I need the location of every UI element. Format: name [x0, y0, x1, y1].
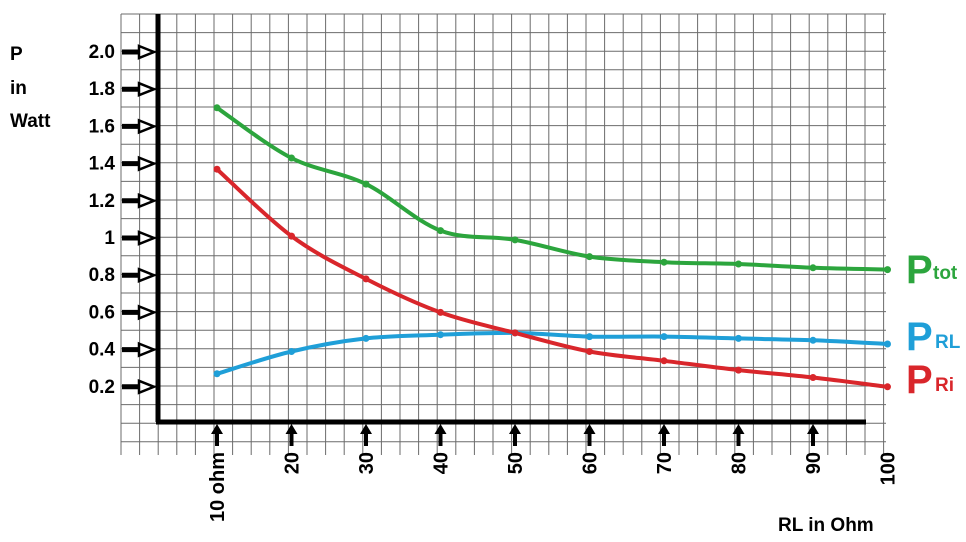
x-tick-label: 60 [580, 452, 602, 474]
x-tick-label: 50 [505, 452, 527, 474]
series-lines [213, 104, 891, 391]
x-tick-label: 80 [729, 452, 751, 474]
y-tick-arrow-head [137, 118, 158, 135]
x-tick-label: 20 [282, 452, 304, 474]
y-axis-title-line1: P [10, 44, 23, 65]
x-tick-label: 40 [431, 452, 453, 474]
data-point-prl [362, 334, 370, 342]
y-tick-label: 0.4 [89, 340, 116, 361]
legend-ptot-symbol: P [906, 248, 933, 292]
legend-entry-pri: P Ri [906, 358, 954, 402]
x-tick-label: 30 [356, 452, 378, 474]
data-point-ptot [586, 253, 593, 261]
data-point-prl [586, 333, 593, 341]
x-tick-arrow-head [732, 424, 745, 434]
y-tick-arrow-head [137, 230, 158, 246]
legend-prl-subscript: RL [935, 332, 961, 353]
series-line-ptot [215, 105, 890, 272]
x-tick-label: 70 [654, 452, 676, 474]
legend-entry-ptot: P tot [906, 248, 958, 292]
data-point-prl [884, 340, 891, 348]
x-tick-label: 10 ohm [207, 452, 229, 522]
data-point-ptot [660, 258, 668, 266]
data-point-ptot [884, 266, 891, 274]
y-tick-label: 0.6 [89, 302, 115, 323]
legend-pri-symbol: P [906, 358, 933, 402]
legend-ptot-subscript: tot [933, 263, 958, 284]
grid [120, 13, 886, 455]
data-point-pri [809, 374, 817, 381]
data-point-pri [735, 366, 742, 374]
y-axis-title-line2: in [10, 78, 27, 99]
y-tick-arrow-head [137, 44, 158, 60]
y-tick-arrow-head [137, 155, 158, 172]
y-ticks: 0.2 0.4 0.6 0.8 1 1.2 1.4 1.6 1.8 2.0 [89, 42, 158, 398]
data-point-pri [362, 275, 370, 283]
series-line-prl [215, 330, 890, 376]
y-axis-title: P in Watt [10, 44, 51, 132]
data-point-pri [884, 383, 891, 391]
data-point-pri [213, 165, 221, 173]
axes [155, 14, 866, 425]
data-point-ptot [735, 260, 742, 268]
data-point-prl [437, 331, 444, 339]
y-tick-arrow-head [137, 378, 158, 395]
x-tick-label: 90 [803, 452, 825, 474]
legend-pri-subscript: Ri [935, 375, 954, 396]
y-tick-label: 1.6 [89, 116, 115, 137]
y-tick-arrow-head [137, 341, 158, 358]
data-point-prl [660, 333, 668, 341]
data-point-pri [437, 308, 444, 316]
data-point-prl [809, 336, 817, 344]
y-tick-arrow-head [137, 81, 158, 98]
y-tick-label: 0.8 [89, 265, 115, 286]
data-point-ptot [511, 236, 519, 244]
x-tick-arrow-head [434, 424, 447, 434]
y-tick-label: 0.2 [89, 377, 115, 398]
data-point-pri [288, 232, 295, 240]
data-point-ptot [288, 154, 295, 162]
x-tick-arrow-head [360, 424, 372, 434]
y-tick-arrow-head [137, 192, 158, 209]
data-point-ptot [437, 227, 444, 235]
data-point-pri [586, 348, 593, 355]
legend: P tot P RL P Ri [906, 248, 961, 402]
data-point-ptot [362, 180, 370, 188]
data-point-ptot [213, 104, 221, 112]
legend-entry-prl: P RL [906, 315, 961, 359]
x-tick-arrow-head [509, 424, 521, 434]
y-tick-label: 1.8 [89, 79, 115, 100]
x-tick-label: 100 [878, 452, 900, 485]
legend-prl-symbol: P [906, 315, 933, 359]
x-tick-arrow-head [583, 424, 596, 434]
y-tick-arrow-head [137, 304, 158, 321]
y-tick-label: 1 [104, 228, 115, 249]
x-tick-arrow-head [658, 424, 670, 434]
series-line-pri [215, 167, 890, 389]
x-tick-arrow-head [807, 424, 819, 434]
x-axis-title: RL in Ohm [778, 515, 874, 536]
data-point-prl [213, 370, 221, 378]
y-tick-label: 2.0 [89, 42, 115, 63]
y-tick-arrow-head [137, 267, 158, 284]
y-tick-label: 1.2 [89, 191, 115, 212]
data-point-pri [660, 357, 668, 365]
data-point-prl [735, 334, 742, 342]
data-point-pri [511, 329, 519, 337]
x-tick-arrow-head [211, 424, 223, 434]
data-point-ptot [809, 264, 817, 272]
y-axis-title-line3: Watt [10, 111, 51, 132]
data-point-prl [288, 348, 295, 355]
y-tick-label: 1.4 [89, 154, 116, 175]
x-ticks: 10 ohm 20 30 40 50 60 70 80 90 100 [207, 424, 900, 522]
x-tick-arrow-head [285, 424, 298, 434]
